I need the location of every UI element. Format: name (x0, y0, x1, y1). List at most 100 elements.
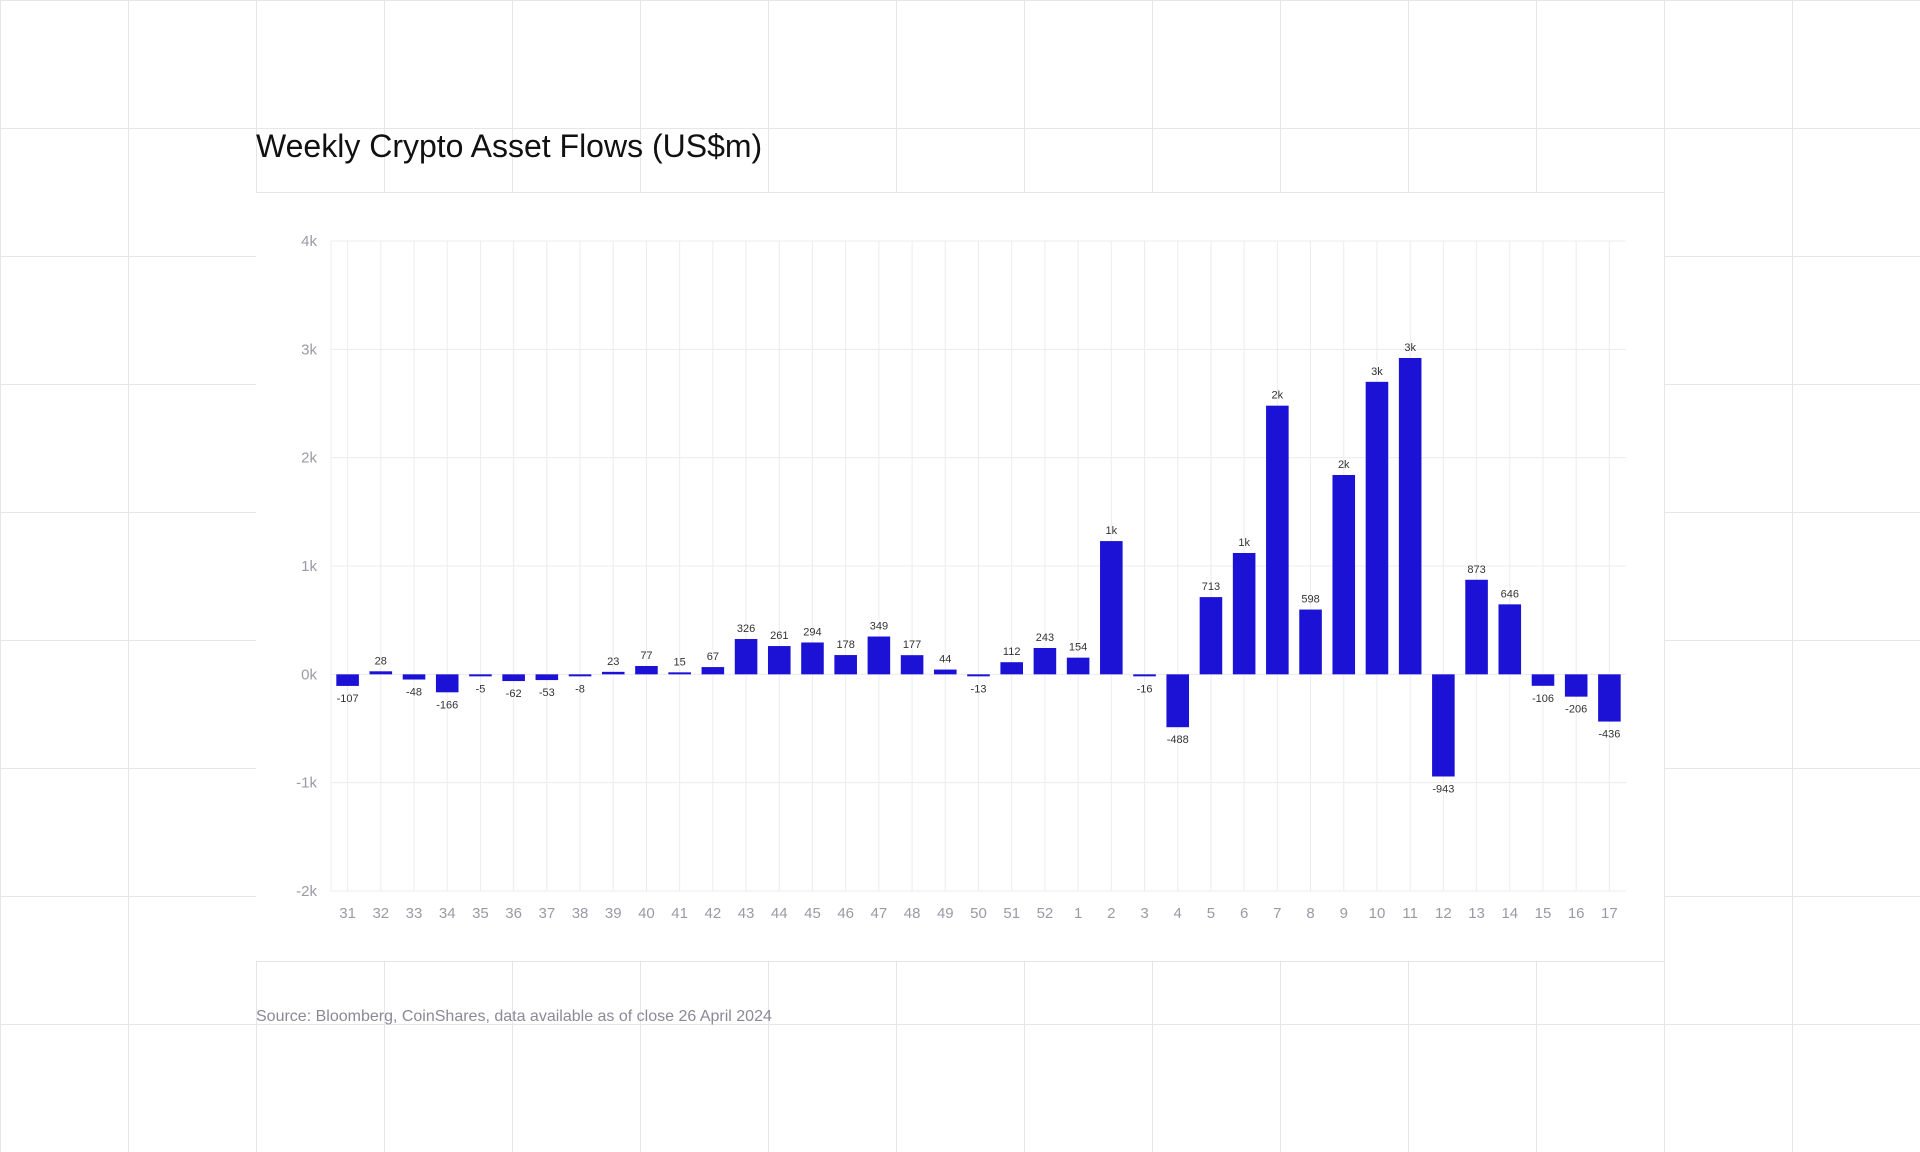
data-label: 178 (836, 639, 854, 651)
data-label: -5 (476, 683, 486, 695)
data-label: 177 (903, 639, 921, 651)
data-label: 77 (640, 650, 652, 662)
x-tick-label: 6 (1240, 905, 1248, 922)
x-tick-label: 51 (1003, 905, 1020, 922)
y-tick-label: 4k (301, 233, 317, 250)
bar (1100, 541, 1123, 675)
data-label: -206 (1565, 704, 1587, 716)
x-tick-label: 12 (1435, 905, 1452, 922)
x-tick-label: 41 (671, 905, 688, 922)
y-tick-label: 1k (301, 558, 317, 575)
x-tick-label: 33 (406, 905, 423, 922)
bar (535, 674, 559, 681)
x-tick-label: 40 (638, 905, 655, 922)
data-label: -166 (436, 699, 458, 711)
data-label: 1k (1238, 537, 1250, 549)
bar (867, 636, 891, 675)
data-label: -488 (1167, 734, 1189, 746)
y-tick-label: 3k (301, 341, 317, 358)
data-label: 3k (1404, 342, 1416, 354)
data-label: 646 (1501, 588, 1519, 600)
x-tick-label: 52 (1037, 905, 1054, 922)
x-tick-label: 13 (1468, 905, 1485, 922)
x-tick-label: 4 (1174, 905, 1182, 922)
bar (967, 674, 990, 677)
data-label: 349 (870, 621, 888, 633)
bar (900, 655, 924, 675)
bar-chart: 4k3k2k1k0k-1k-2k-107312832-4833-16634-53… (296, 233, 1626, 922)
data-label: 713 (1202, 581, 1220, 593)
x-tick-label: 16 (1568, 905, 1585, 922)
bar (1365, 381, 1389, 675)
bar (1432, 674, 1455, 777)
data-label: 23 (607, 656, 619, 668)
bar (701, 667, 725, 675)
chart-panel: 4k 3k 2k 1k 0k -1k -2k -107 31 28 32 -48 33 -166 34 -5 3… (256, 192, 1664, 962)
bar (1232, 553, 1256, 675)
x-tick-label: 46 (837, 905, 854, 922)
bar (1398, 358, 1422, 675)
bar (801, 642, 824, 675)
bar (469, 674, 492, 677)
x-tick-label: 38 (572, 905, 589, 922)
data-label: -48 (406, 687, 422, 699)
bar (767, 646, 791, 675)
x-tick-label: 31 (339, 905, 356, 922)
x-tick-label: 11 (1402, 905, 1418, 922)
bar (1465, 579, 1488, 675)
x-tick-label: 36 (505, 905, 522, 922)
bar (1531, 674, 1555, 686)
x-tick-label: 47 (871, 905, 888, 922)
y-tick-label: 0k (301, 666, 317, 683)
x-tick-label: 10 (1369, 905, 1386, 922)
bar (1299, 609, 1322, 675)
data-label: 67 (707, 651, 719, 663)
bar (1166, 674, 1190, 728)
x-tick-label: 5 (1207, 905, 1215, 922)
bar (635, 665, 658, 675)
x-tick-label: 48 (904, 905, 921, 922)
source-note: Source: Bloomberg, CoinShares, data avai… (256, 1008, 772, 1025)
x-tick-label: 34 (439, 905, 456, 922)
y-tick-label: -2k (296, 883, 317, 900)
data-label: -8 (575, 683, 585, 695)
data-label: 28 (375, 655, 387, 667)
x-tick-label: 32 (372, 905, 389, 922)
x-tick-label: 42 (705, 905, 722, 922)
x-tick-label: 35 (472, 905, 489, 922)
bar (502, 674, 525, 682)
bar (834, 655, 857, 675)
x-tick-label: 43 (738, 905, 755, 922)
x-tick-label: 14 (1501, 905, 1518, 922)
x-tick-label: 8 (1306, 905, 1314, 922)
data-label: 3k (1371, 366, 1383, 378)
bar (1133, 674, 1156, 677)
data-label: 598 (1301, 594, 1319, 606)
x-tick-label: 3 (1140, 905, 1148, 922)
bar (934, 669, 957, 675)
data-label: -106 (1532, 693, 1554, 705)
data-label: 326 (737, 623, 755, 635)
x-tick-label: 9 (1340, 905, 1348, 922)
data-label: -436 (1598, 729, 1620, 741)
bar (1598, 674, 1621, 722)
y-tick-label: -1k (296, 775, 317, 792)
bar (1066, 657, 1090, 675)
x-tick-label: 2 (1107, 905, 1115, 922)
data-label: -107 (337, 693, 359, 705)
bar (568, 674, 592, 677)
bar (1498, 604, 1522, 675)
x-tick-label: 44 (771, 905, 788, 922)
bar (369, 671, 393, 675)
x-tick-label: 39 (605, 905, 622, 922)
bar (402, 674, 426, 680)
x-tick-label: 1 (1074, 905, 1082, 922)
data-label: 2k (1338, 459, 1350, 471)
x-tick-label: 17 (1601, 905, 1618, 922)
data-label: -53 (539, 687, 555, 699)
data-label: 1k (1106, 525, 1118, 537)
x-tick-label: 37 (538, 905, 555, 922)
data-label: 243 (1036, 632, 1054, 644)
data-label: 15 (674, 656, 686, 668)
x-tick-label: 49 (937, 905, 954, 922)
